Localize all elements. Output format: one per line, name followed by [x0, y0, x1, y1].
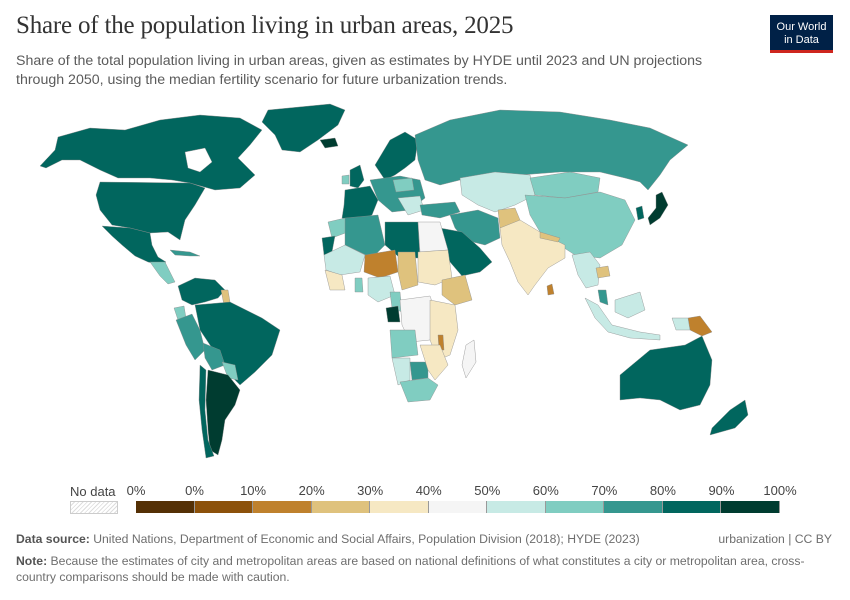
- legend-tick-label: 20%: [298, 483, 325, 498]
- region-russia[interactable]: [414, 109, 689, 191]
- note-label: Note:: [16, 554, 48, 568]
- legend-bin[interactable]: [545, 501, 605, 513]
- legend-bin[interactable]: [370, 501, 429, 513]
- legend-tick-label: 70%: [591, 483, 618, 498]
- region-madagascar[interactable]: [461, 339, 477, 379]
- region-sri-lanka[interactable]: [546, 283, 555, 296]
- region-mali-mauritania[interactable]: [323, 244, 366, 276]
- legend-bin[interactable]: [428, 501, 488, 513]
- region-central-america[interactable]: [149, 261, 176, 285]
- region-ethiopia[interactable]: [441, 274, 473, 306]
- legend-tick-label: 0%: [126, 483, 146, 498]
- region-usa[interactable]: [95, 181, 206, 241]
- region-png[interactable]: [687, 315, 713, 337]
- region-argentina[interactable]: [205, 369, 241, 456]
- region-indonesia[interactable]: [584, 297, 661, 341]
- region-korea[interactable]: [635, 205, 645, 221]
- region-west-africa-coast[interactable]: [324, 269, 346, 291]
- region-borneo[interactable]: [614, 291, 646, 319]
- region-greenland[interactable]: [261, 103, 346, 153]
- region-iceland[interactable]: [319, 137, 339, 149]
- footer-license[interactable]: urbanization | CC BY: [718, 532, 832, 546]
- region-cambodia[interactable]: [595, 265, 611, 279]
- data-source: Data source: United Nations, Department …: [16, 532, 640, 546]
- region-poland[interactable]: [392, 177, 415, 193]
- legend-bin[interactable]: [194, 501, 254, 513]
- region-namibia[interactable]: [391, 357, 411, 386]
- logo-line-1: Our World: [776, 21, 827, 33]
- legend-tick-label: 100%: [763, 483, 797, 498]
- world-map: [39, 103, 749, 459]
- region-colombia-venezuela[interactable]: [177, 277, 226, 306]
- data-source-label: Data source:: [16, 532, 90, 546]
- region-botswana[interactable]: [409, 361, 429, 381]
- region-algeria[interactable]: [344, 214, 386, 259]
- legend-bin[interactable]: [604, 501, 663, 513]
- legend-tick-label: 90%: [708, 483, 735, 498]
- region-cuba[interactable]: [169, 249, 201, 257]
- region-angola[interactable]: [389, 329, 419, 359]
- legend-bin[interactable]: [721, 501, 780, 513]
- region-new-guinea-west[interactable]: [671, 317, 691, 331]
- legend-bin[interactable]: [487, 501, 546, 513]
- region-southeast-asia[interactable]: [571, 251, 601, 289]
- region-gabon[interactable]: [385, 305, 401, 323]
- legend-no-data-label: No data: [70, 484, 116, 499]
- region-mongolia[interactable]: [529, 171, 601, 199]
- legend-tick-label: 0%: [185, 483, 204, 498]
- region-chad[interactable]: [397, 251, 419, 291]
- legend-tick-label: 80%: [649, 483, 676, 498]
- region-chile[interactable]: [198, 364, 215, 459]
- region-niger[interactable]: [363, 249, 399, 279]
- legend-no-data-swatch: [70, 501, 118, 514]
- owid-logo[interactable]: Our World in Data: [770, 15, 833, 53]
- legend-tick-label: 50%: [474, 483, 501, 498]
- region-paraguay[interactable]: [221, 361, 239, 381]
- legend-tick-label: 40%: [415, 483, 442, 498]
- region-ghana[interactable]: [354, 277, 364, 293]
- region-south-africa[interactable]: [399, 377, 439, 403]
- region-canada[interactable]: [39, 114, 263, 191]
- region-china[interactable]: [524, 191, 636, 259]
- chart-subtitle: Share of the total population living in …: [16, 53, 703, 88]
- legend-bin[interactable]: [253, 501, 312, 513]
- region-hudson-bay-cutout: [184, 147, 213, 173]
- region-scandinavia[interactable]: [374, 131, 419, 181]
- region-zambia-mozambique[interactable]: [419, 344, 449, 381]
- region-new-zealand[interactable]: [709, 399, 749, 436]
- region-ireland[interactable]: [341, 174, 350, 185]
- region-egypt[interactable]: [417, 221, 449, 253]
- data-source-text[interactable]: United Nations, Department of Economic a…: [93, 532, 640, 546]
- region-australia[interactable]: [619, 335, 713, 411]
- region-japan[interactable]: [647, 191, 669, 226]
- region-brazil[interactable]: [194, 301, 281, 386]
- legend-tick-label: 10%: [240, 483, 267, 498]
- region-nigeria[interactable]: [367, 275, 396, 303]
- legend-bin[interactable]: [311, 501, 371, 513]
- note-text: Because the estimates of city and metrop…: [16, 554, 805, 584]
- region-malaysia[interactable]: [597, 289, 609, 306]
- region-bolivia[interactable]: [202, 342, 226, 371]
- legend-tick-label: 30%: [357, 483, 384, 498]
- legend-tick-label: 60%: [532, 483, 559, 498]
- legend-bin[interactable]: [662, 501, 722, 513]
- region-uk[interactable]: [349, 164, 365, 189]
- region-kazakhstan-central-asia[interactable]: [459, 171, 536, 213]
- chart-title: Share of the population living in urban …: [16, 12, 514, 39]
- legend-bin[interactable]: [136, 501, 195, 513]
- logo-line-2: in Data: [784, 33, 819, 46]
- region-nepal[interactable]: [539, 231, 561, 243]
- footer-note: Note: Because the estimates of city and …: [16, 553, 826, 585]
